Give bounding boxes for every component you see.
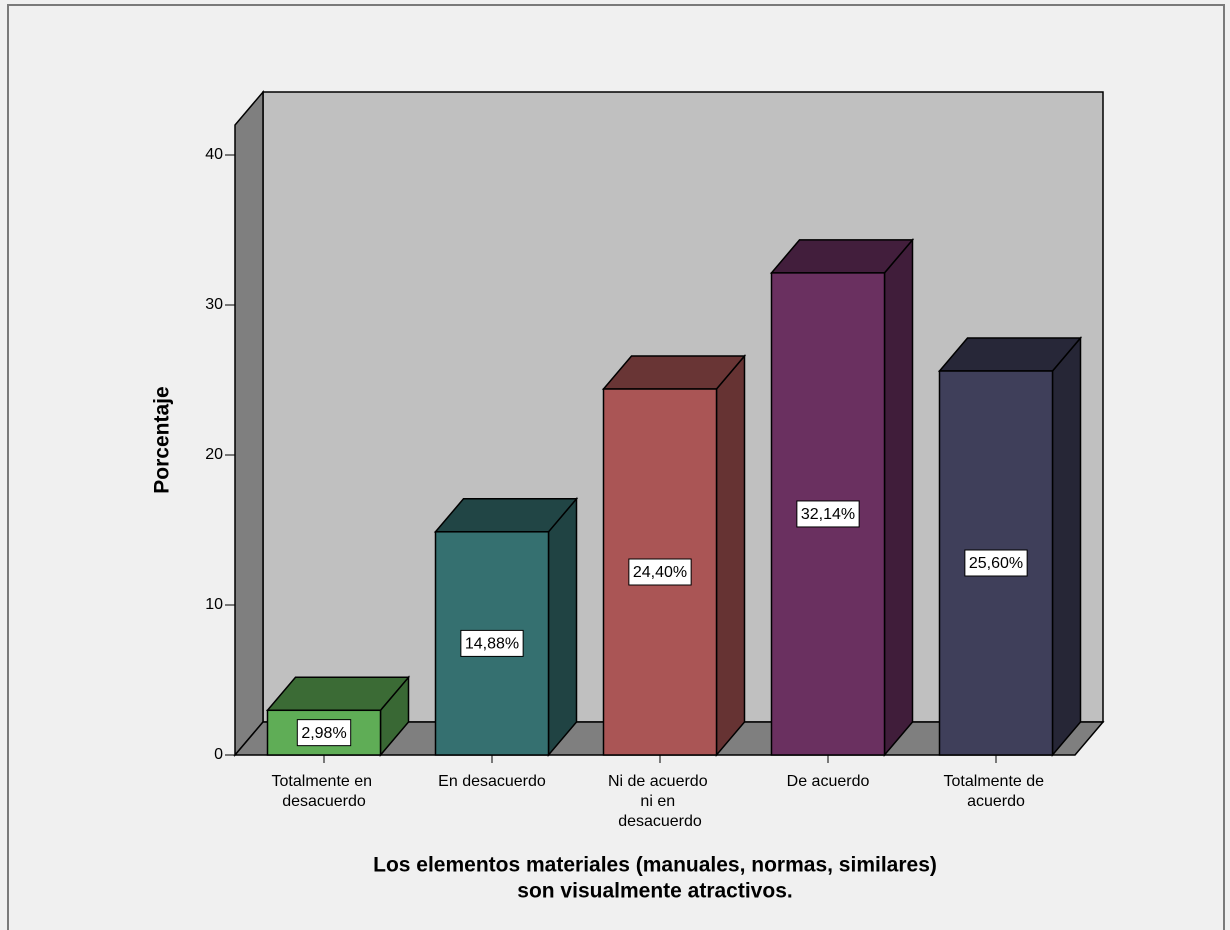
bar-side [1051, 335, 1082, 758]
x-tick-label-line: En desacuerdo [438, 773, 546, 790]
x-tick-label-line: ni en [640, 793, 679, 810]
value-label-box [796, 500, 860, 528]
y-tick-label: 20 [205, 446, 223, 463]
x-tick-label-line: desacuerdo [618, 813, 702, 830]
side-wall [234, 89, 264, 758]
x-tick-label-line: Ni de acuerdo [608, 773, 712, 790]
bar-side [547, 496, 578, 758]
value-label-box [460, 629, 524, 657]
y-tick-label: 0 [214, 746, 223, 763]
x-tick-label-line: Totalmente de [944, 773, 1049, 790]
x-tick-label: De acuerdo [787, 773, 870, 790]
value-label: 24,40% [633, 564, 687, 581]
y-axis-title: Porcentaje [151, 386, 174, 493]
value-label: 2,98% [301, 725, 346, 742]
value-label-box [964, 549, 1028, 577]
value-label: 32,14% [801, 506, 855, 523]
y-tick-label: 30 [205, 296, 223, 313]
y-tick-label: 40 [205, 146, 223, 163]
x-tick-label-line: Totalmente en [272, 773, 377, 790]
value-label: 25,60% [969, 555, 1023, 572]
value-label-box [628, 558, 692, 586]
bar-side [715, 353, 746, 758]
x-tick-label-line: De acuerdo [787, 773, 870, 790]
x-axis-title: son visualmente atractivos. [517, 880, 792, 903]
x-axis-title: Los elementos materiales (manuales, norm… [373, 854, 937, 877]
x-tick-label: Totalmente de acuerdo [944, 773, 1049, 810]
value-label: 14,88% [465, 636, 519, 653]
x-tick-label-line: desacuerdo [282, 793, 366, 810]
value-label-box [296, 719, 352, 747]
x-tick-label: En desacuerdo [438, 773, 546, 790]
x-tick-label-line: acuerdo [967, 793, 1025, 810]
y-tick-label: 10 [205, 596, 223, 613]
bar [266, 709, 382, 756]
x-tick-label: Totalmente en desacuerdo [272, 773, 377, 810]
bar-side [883, 237, 914, 758]
x-tick-label: Ni de acuerdo ni en desacuerdo [608, 773, 712, 830]
